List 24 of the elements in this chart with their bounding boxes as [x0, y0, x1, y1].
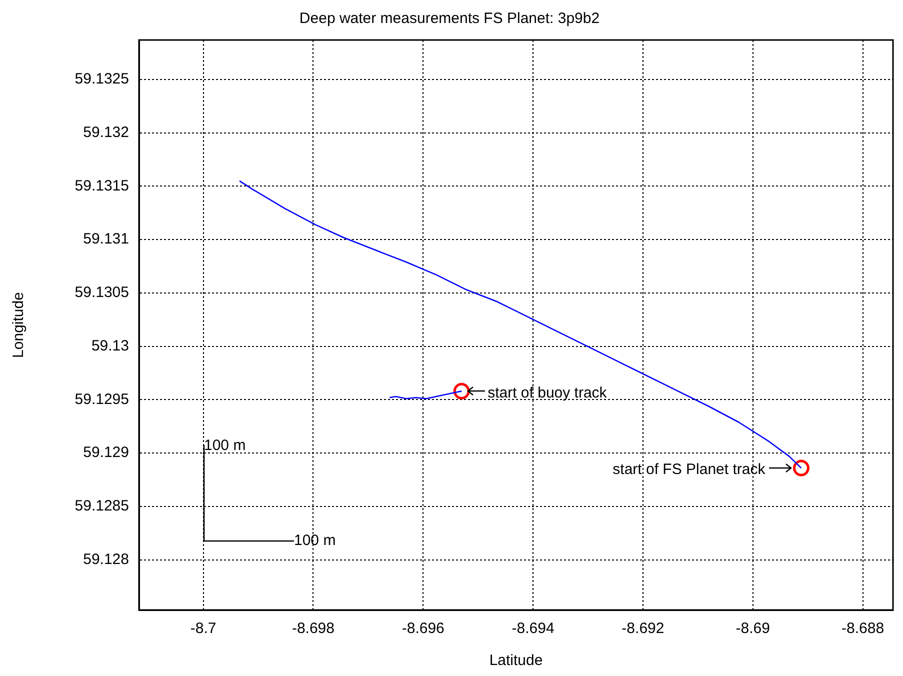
y-tick-label: 59.1325	[74, 70, 129, 88]
x-tick-label: -8.696	[402, 620, 444, 638]
y-tick-label: 59.131	[83, 230, 129, 248]
x-tick-label: -8.688	[842, 620, 884, 638]
y-tick-label: 59.129	[83, 444, 129, 462]
y-tick-label: 59.1315	[74, 177, 129, 194]
y-tick-label: 59.1285	[74, 498, 129, 515]
y-axis-title: Longitude	[10, 292, 28, 358]
x-tick-label: -8.69	[736, 620, 770, 638]
annotation: start of FS Planet track	[612, 461, 766, 478]
x-tick-label: -8.694	[512, 620, 554, 638]
annotation: 100 m	[204, 437, 246, 454]
y-tick-label: 59.13	[91, 337, 129, 354]
y-tick-label: 59.132	[83, 124, 129, 142]
y-tick-label: 59.1305	[74, 284, 129, 302]
x-tick-label: -8.698	[292, 620, 334, 638]
y-tick-label: 59.128	[83, 550, 129, 568]
x-tick-label: -8.7	[190, 620, 216, 638]
x-tick-label: -8.692	[622, 620, 664, 638]
x-axis-title: Latitude	[489, 652, 543, 670]
chart-title: Deep water measurements FS Planet: 3p9b2	[299, 10, 600, 28]
annotation: 100 m	[294, 532, 336, 550]
y-tick-label: 59.1295	[74, 390, 129, 408]
annotation: start of buoy track	[488, 384, 608, 402]
